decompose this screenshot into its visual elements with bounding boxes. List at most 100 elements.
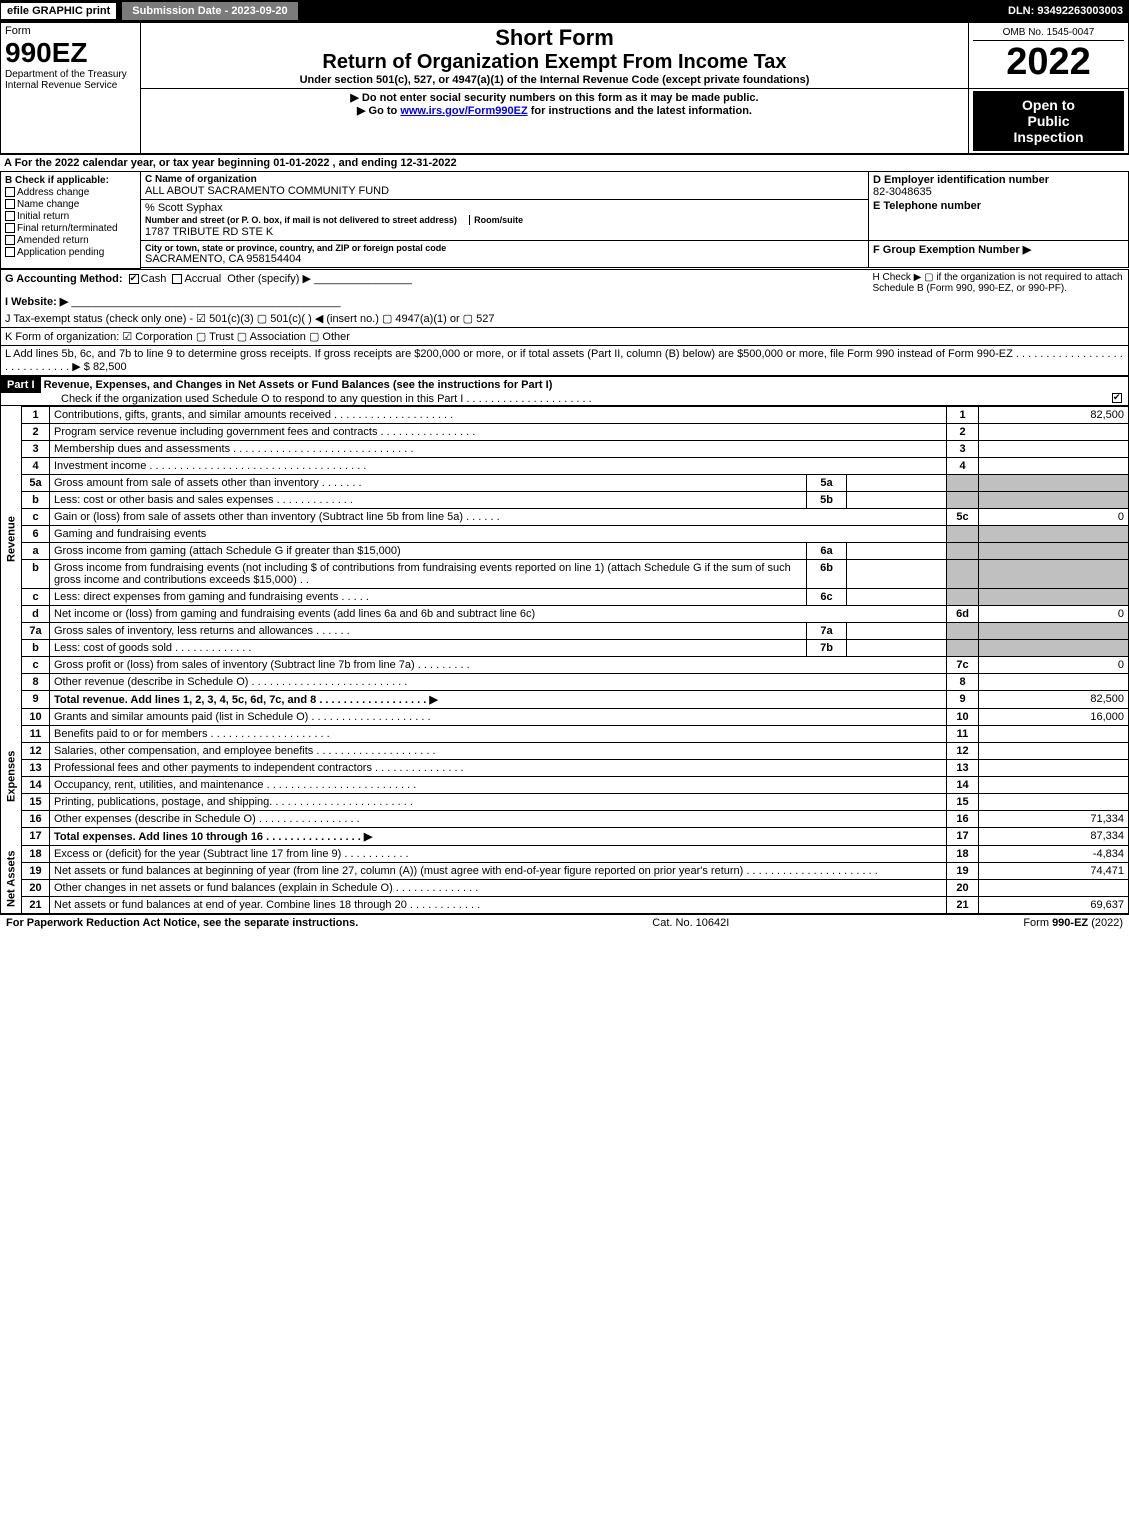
ln-5a-ref [947,474,979,491]
vlabel-revenue: Revenue [1,406,22,673]
section-c-city: City or town, state or province, country… [141,241,869,268]
ln-6c-sub: 6c [807,588,847,605]
ln-14-num: 14 [22,776,50,793]
chk-application-pending[interactable]: Application pending [5,247,136,258]
section-f: F Group Exemption Number ▶ [869,241,1129,268]
ln-16-desc: Other expenses (describe in Schedule O) … [50,810,947,827]
ln-6-ref [947,525,979,542]
ln-2-num: 2 [22,423,50,440]
ln-5c-num: c [22,508,50,525]
k-line: K Form of organization: ☑ Corporation ▢ … [1,327,1129,345]
chk-amended-return[interactable]: Amended return [5,235,136,246]
ln-5b-num: b [22,491,50,508]
ln-5b-subamt [847,491,947,508]
ln-6b-subamt [847,559,947,588]
irs-link[interactable]: www.irs.gov/Form990EZ [400,105,527,117]
g-other: Other (specify) ▶ [227,273,311,285]
chk-name-change[interactable]: Name change [5,199,136,210]
ln-9-desc: Total revenue. Add lines 1, 2, 3, 4, 5c,… [50,690,947,708]
ln-1-desc: Contributions, gifts, grants, and simila… [50,406,947,423]
ln-8-amt [979,673,1129,690]
title-return: Return of Organization Exempt From Incom… [145,51,964,74]
ln-21-num: 21 [22,896,50,913]
ln-5a-num: 5a [22,474,50,491]
ln-6c-num: c [22,588,50,605]
submission-date: Submission Date - 2023-09-20 [121,1,298,21]
ln-9-ref: 9 [947,690,979,708]
ln-2-desc: Program service revenue including govern… [50,423,947,440]
ln-7b-sub: 7b [807,639,847,656]
b-heading: B Check if applicable: [5,175,136,186]
ln-19-ref: 19 [947,862,979,879]
footer-left: For Paperwork Reduction Act Notice, see … [6,917,358,929]
ln-7c-amt: 0 [979,656,1129,673]
ln-11-desc: Benefits paid to or for members . . . . … [50,725,947,742]
ln-21-desc: Net assets or fund balances at end of ye… [50,896,947,913]
ln-17-num: 17 [22,827,50,845]
top-bar: efile GRAPHIC print Submission Date - 20… [0,0,1129,22]
ln-2-ref: 2 [947,423,979,440]
ln-15-num: 15 [22,793,50,810]
ln-16-amt: 71,334 [979,810,1129,827]
dept-label: Department of the Treasury Internal Reve… [5,69,136,91]
ln-6c-subamt [847,588,947,605]
ln-14-ref: 14 [947,776,979,793]
chk-cash[interactable] [129,274,139,284]
ln-5c-amt: 0 [979,508,1129,525]
ln-3-num: 3 [22,440,50,457]
ln-20-amt [979,879,1129,896]
ln-5c-desc: Gain or (loss) from sale of assets other… [50,508,947,525]
ln-5b-ref [947,491,979,508]
city-value: SACRAMENTO, CA 958154404 [145,253,864,265]
ln-9-num: 9 [22,690,50,708]
instr-goto-pre: ▶ Go to [357,105,400,117]
ln-8-num: 8 [22,673,50,690]
ln-5a-desc: Gross amount from sale of assets other t… [50,474,807,491]
ln-18-ref: 18 [947,845,979,862]
ln-13-num: 13 [22,759,50,776]
chk-schedule-o[interactable] [1112,393,1122,403]
ln-6b-ref [947,559,979,588]
ln-12-desc: Salaries, other compensation, and employ… [50,742,947,759]
street-label: Number and street (or P. O. box, if mail… [145,215,457,225]
ln-4-desc: Investment income . . . . . . . . . . . … [50,457,947,474]
ln-12-num: 12 [22,742,50,759]
g-label: G Accounting Method: [5,273,123,285]
instr-goto-post: for instructions and the latest informat… [528,105,752,117]
l-amount: $ 82,500 [84,361,127,373]
ln-8-desc: Other revenue (describe in Schedule O) .… [50,673,947,690]
ln-19-desc: Net assets or fund balances at beginning… [50,862,947,879]
i-label: I Website: ▶ [5,296,68,308]
chk-final-return[interactable]: Final return/terminated [5,223,136,234]
ln-20-desc: Other changes in net assets or fund bala… [50,879,947,896]
ln-15-ref: 15 [947,793,979,810]
ln-6c-desc: Less: direct expenses from gaming and fu… [50,588,807,605]
ln-5a-sub: 5a [807,474,847,491]
ln-14-amt [979,776,1129,793]
chk-accrual[interactable] [172,274,182,284]
ln-21-ref: 21 [947,896,979,913]
ln-12-ref: 12 [947,742,979,759]
l-text: L Add lines 5b, 6c, and 7b to line 9 to … [5,348,1123,373]
form-number: 990EZ [5,37,136,69]
ln-6d-desc: Net income or (loss) from gaming and fun… [50,605,947,622]
ln-5b-desc: Less: cost or other basis and sales expe… [50,491,807,508]
ln-8-ref: 8 [947,673,979,690]
chk-initial-return[interactable]: Initial return [5,211,136,222]
ln-7c-ref: 7c [947,656,979,673]
ln-10-desc: Grants and similar amounts paid (list in… [50,708,947,725]
ln-7a-amt [979,622,1129,639]
ln-3-amt [979,440,1129,457]
ln-13-amt [979,759,1129,776]
ln-1-amt: 82,500 [979,406,1129,423]
e-label: E Telephone number [873,200,1124,212]
care-of: % Scott Syphax [145,202,864,214]
ln-17-desc: Total expenses. Add lines 10 through 16 … [50,827,947,845]
open-line1: Open to [975,97,1122,113]
open-line3: Inspection [975,129,1122,145]
dln-label: DLN: 93492263003003 [1008,5,1129,17]
vlabel-rev2 [1,673,22,708]
ln-7c-num: c [22,656,50,673]
ln-10-amt: 16,000 [979,708,1129,725]
chk-address-change[interactable]: Address change [5,187,136,198]
